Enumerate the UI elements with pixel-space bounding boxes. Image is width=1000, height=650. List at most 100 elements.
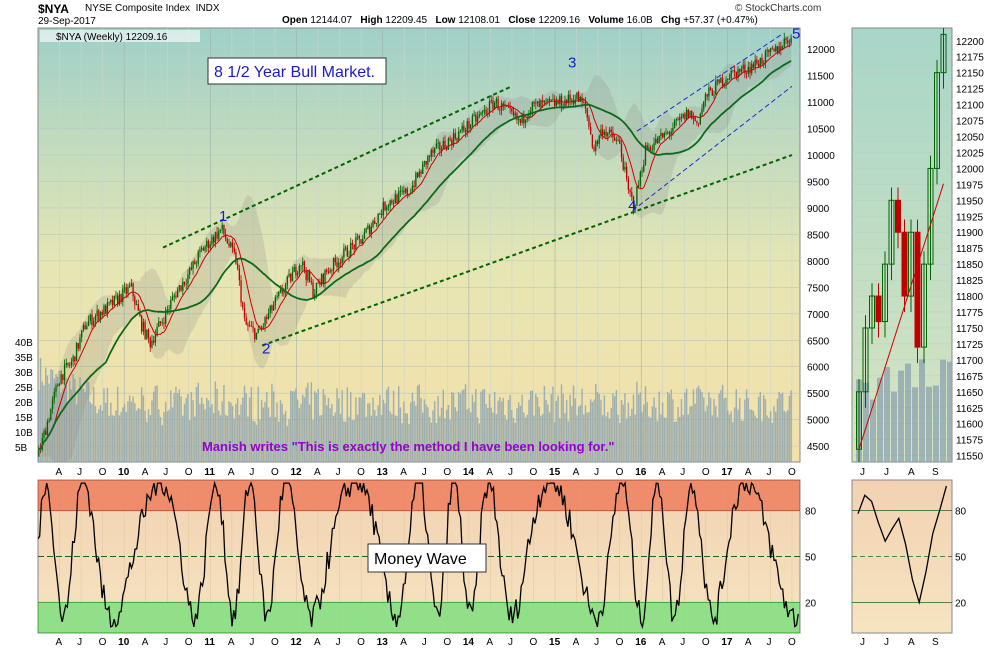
time-tick-label: 17 <box>721 467 733 478</box>
volume-bar <box>495 414 498 462</box>
oscillator-time-tick-label: O <box>185 637 193 648</box>
price-candle-body <box>240 280 242 303</box>
price-candle-body <box>197 251 199 264</box>
volume-tick-label: 40B <box>15 338 33 349</box>
price-candle-body <box>446 147 448 150</box>
volume-bar <box>65 378 67 462</box>
price-candle-body <box>252 326 254 329</box>
testimonial-annotation: Manish writes "This is exactly the metho… <box>202 439 615 454</box>
volume-bar <box>576 415 578 462</box>
time-tick-label: O <box>99 467 107 478</box>
volume-bar <box>279 400 282 462</box>
oscillator-time-tick-label: A <box>486 637 493 648</box>
time-tick-label: A <box>659 467 666 478</box>
time-tick-label: 11 <box>204 467 215 478</box>
volume-bar <box>776 398 779 462</box>
price-candle-body <box>374 221 376 224</box>
price-candle-body <box>641 171 643 173</box>
price-tick-label: 6000 <box>807 363 830 374</box>
price-candle-body <box>250 325 253 327</box>
price-candle-body <box>533 102 535 104</box>
price-candle-body <box>281 289 283 294</box>
volume-bar <box>46 375 49 462</box>
price-candle-body <box>194 261 196 265</box>
price-candle-body <box>692 117 695 119</box>
volume-bar <box>98 408 100 462</box>
side-volume-bar <box>898 370 904 462</box>
price-candle-body <box>278 291 280 296</box>
volume-bar <box>502 397 504 462</box>
volume-bar <box>300 403 302 462</box>
volume-bar <box>435 422 438 462</box>
volume-bar <box>331 404 333 462</box>
overbought-zone <box>38 480 800 512</box>
time-tick-label: 15 <box>549 467 561 478</box>
price-candle-body <box>615 139 618 141</box>
volume-bar <box>221 401 223 462</box>
price-candle-body <box>691 111 693 119</box>
volume-bar <box>601 415 604 462</box>
volume-bar <box>512 417 515 462</box>
side-candle-body <box>895 199 901 233</box>
price-candle-body <box>464 130 467 133</box>
volume-bar <box>264 401 266 462</box>
volume-bar <box>322 388 325 462</box>
volume-bar <box>535 393 537 462</box>
volume-bar <box>372 397 374 462</box>
volume-bar <box>567 421 570 462</box>
price-candle-body <box>310 281 312 283</box>
price-candle-body <box>747 66 749 74</box>
volume-bar <box>511 409 513 462</box>
side-volume-bar <box>947 361 952 462</box>
volume-bar <box>773 406 775 462</box>
side-volume-bar <box>926 386 932 462</box>
price-candle-body <box>542 100 544 103</box>
price-candle-body <box>257 329 259 333</box>
price-candle-body <box>401 190 403 192</box>
volume-bar <box>476 417 479 462</box>
price-candle-body <box>673 120 676 129</box>
price-candle-body <box>420 171 422 174</box>
volume-bar <box>524 417 527 462</box>
volume-bar <box>660 414 662 462</box>
oscillator-time-tick-label: 17 <box>721 637 733 648</box>
price-candle-body <box>788 42 791 44</box>
side-time-tick-label: A <box>908 467 915 478</box>
time-tick-label: O <box>529 467 537 478</box>
price-candle-body <box>523 114 525 124</box>
price-candle-body <box>646 145 648 150</box>
price-candle-body <box>117 295 119 305</box>
volume-bar <box>310 382 313 462</box>
price-candle-body <box>583 102 585 103</box>
price-candle-body <box>185 283 187 285</box>
volume-bar <box>788 395 791 462</box>
price-candle-body <box>571 100 573 101</box>
volume-bar <box>555 400 558 462</box>
volume-bar <box>637 394 640 462</box>
price-candle-body <box>135 304 138 305</box>
moving-averages <box>38 44 792 451</box>
volume-bar <box>680 399 683 462</box>
price-candle-body <box>230 242 232 247</box>
price-candle-body <box>45 430 47 435</box>
volume-bar <box>161 425 163 462</box>
time-tick-label: O <box>357 467 365 478</box>
price-candle-body <box>170 300 172 309</box>
time-tick-label: 13 <box>377 467 389 478</box>
volume-bar <box>271 383 273 462</box>
time-tick-label: A <box>400 467 407 478</box>
price-candle-body <box>96 310 98 316</box>
price-candle-body <box>46 421 49 435</box>
price-candle-body <box>709 87 712 90</box>
volume-bar <box>485 403 487 462</box>
volume-bar <box>91 404 93 462</box>
price-candle-body <box>665 132 667 134</box>
volume-bar <box>416 385 419 462</box>
price-candle-body <box>355 237 357 250</box>
price-candle-body <box>471 115 474 126</box>
price-candle-body <box>478 114 480 117</box>
volume-bar <box>391 413 393 462</box>
price-candle-body <box>319 283 321 285</box>
price-candle-body <box>775 46 777 52</box>
price-candle-body <box>151 340 153 348</box>
